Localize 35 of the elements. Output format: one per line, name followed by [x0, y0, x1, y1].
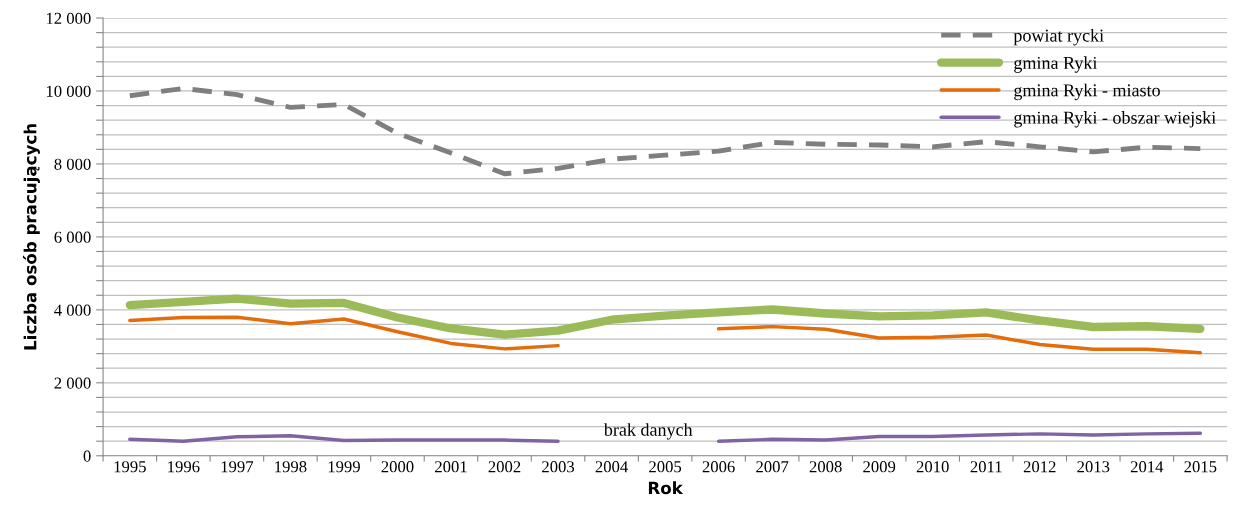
y-axis-title: Liczba osób pracujących [22, 124, 40, 350]
x-tick-label: 2011 [970, 461, 1002, 473]
x-tick-label: 2013 [1077, 461, 1110, 473]
y-tick-label: 0 [83, 450, 91, 462]
annotation: brak danych [603, 423, 693, 440]
x-tick-label: 1999 [328, 461, 360, 473]
x-tick-label: 1996 [168, 461, 200, 473]
x-tick-label: 1995 [114, 461, 146, 473]
y-tick-label: 12 000 [46, 12, 91, 24]
x-tick-label: 2002 [488, 461, 521, 473]
y-tick-label: 6 000 [54, 231, 91, 243]
y-tick-label: 4 000 [54, 304, 91, 316]
x-tick-label: 2007 [756, 461, 789, 473]
x-tick-label: 1998 [275, 461, 307, 473]
legend-label: gmina Ryki - miasto [1014, 83, 1160, 101]
y-tick-label: 8 000 [54, 158, 91, 170]
x-tick-label: 2001 [435, 461, 467, 473]
y-tick-label: 10 000 [46, 85, 91, 97]
legend-label: gmina Ryki [1014, 56, 1098, 73]
x-tick-label: 2004 [595, 461, 628, 473]
x-tick-label: 2003 [542, 461, 575, 473]
legend-label: powiat rycki [1013, 28, 1104, 46]
x-tick-label: 2008 [809, 461, 842, 473]
x-tick-label: 1997 [221, 461, 254, 473]
x-tick-label: 2009 [863, 461, 896, 473]
x-tick-label: 2005 [649, 461, 682, 473]
x-tick-label: 2000 [381, 461, 414, 473]
x-tick-label: 2014 [1130, 461, 1164, 473]
x-tick-label: 2012 [1023, 461, 1056, 473]
x-tick-label: 2010 [916, 461, 949, 473]
y-tick-label: 2 000 [54, 377, 91, 389]
x-axis-title: Rok [648, 481, 684, 495]
legend-label: gmina Ryki - obszar wiejski [1014, 111, 1216, 128]
x-tick-label: 2015 [1184, 461, 1217, 473]
x-tick-label: 2006 [702, 461, 735, 473]
